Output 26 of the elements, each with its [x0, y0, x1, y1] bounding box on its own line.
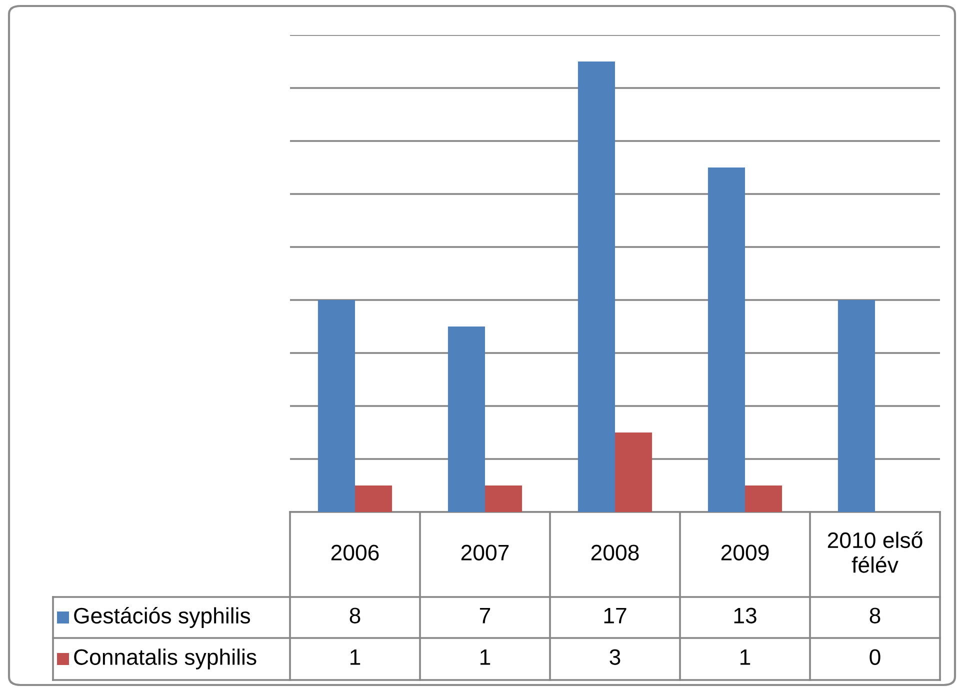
- data-label: 1: [740, 649, 750, 665]
- bar: [485, 486, 522, 512]
- bar: [745, 486, 782, 512]
- data-label: 1: [480, 649, 490, 665]
- data-label: 8: [870, 608, 880, 624]
- bar: [318, 300, 355, 512]
- bar: [615, 432, 652, 512]
- bar: [448, 326, 485, 512]
- data-label: 1: [350, 649, 360, 665]
- bar: [355, 486, 392, 512]
- data-label: 7: [480, 608, 490, 624]
- data-label: 0: [870, 649, 880, 665]
- x-tick-label: 2008: [591, 544, 639, 560]
- data-label: 17: [604, 608, 626, 624]
- legend-label: Connatalis syphilis: [74, 648, 256, 670]
- bar: [708, 168, 745, 512]
- x-tick-label: 2009: [721, 544, 769, 560]
- data-label: 8: [350, 608, 360, 624]
- x-tick-label: 2007: [461, 544, 509, 560]
- x-tick-label: 2010 első félév: [828, 532, 922, 573]
- data-label: 3: [610, 649, 620, 665]
- bar: [838, 300, 875, 512]
- data-label: 13: [734, 608, 756, 624]
- bar: [578, 62, 615, 512]
- x-tick-label: 2006: [331, 544, 379, 560]
- legend-label: Gestációs syphilis: [74, 607, 250, 628]
